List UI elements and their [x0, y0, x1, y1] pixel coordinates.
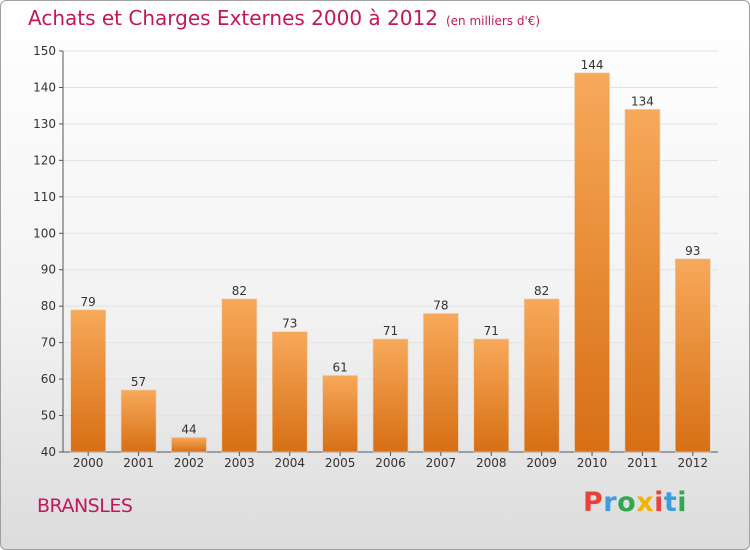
y-tick-label: 150	[33, 44, 56, 58]
bar	[574, 72, 610, 453]
y-tick-label: 50	[41, 409, 56, 423]
bar	[70, 309, 106, 453]
y-tick-label: 40	[41, 445, 56, 459]
y-tick-label: 70	[41, 336, 56, 350]
bar	[271, 331, 308, 453]
bar-value-label: 134	[631, 94, 654, 108]
x-tick-label: 2007	[426, 456, 457, 470]
bar-value-label: 73	[282, 317, 297, 331]
y-tick-label: 130	[33, 117, 56, 131]
bar	[120, 389, 157, 453]
logo-letter: r	[603, 487, 618, 518]
x-tick-label: 2005	[325, 456, 356, 470]
logo-letter: o	[617, 487, 637, 518]
chart-title-text: Achats et Charges Externes 2000 à 2012	[28, 6, 438, 30]
logo-letter: x	[636, 487, 655, 518]
bar-value-label: 79	[81, 295, 96, 309]
bar	[675, 258, 711, 453]
bar	[322, 375, 358, 453]
logo-letter: P	[583, 487, 604, 518]
y-tick-label: 90	[41, 263, 56, 277]
x-tick-label: 2008	[476, 456, 507, 470]
y-tick-label: 80	[41, 299, 56, 313]
bar-value-label: 78	[433, 298, 448, 312]
bar	[171, 437, 207, 453]
bar	[423, 313, 459, 453]
chart-title: Achats et Charges Externes 2000 à 2012 (e…	[28, 6, 540, 30]
logo-letter: t	[663, 487, 678, 518]
y-tick-label: 120	[33, 153, 56, 167]
bar-value-label: 57	[131, 375, 146, 389]
bar-value-label: 144	[581, 58, 604, 72]
x-tick-label: 2004	[274, 456, 305, 470]
bar	[221, 298, 258, 453]
bar	[523, 298, 560, 453]
y-tick-label: 140	[33, 80, 56, 94]
x-tick-label: 2012	[678, 456, 709, 470]
bar-value-label: 61	[332, 360, 347, 374]
y-tick-label: 100	[33, 226, 56, 240]
logo-letter: i	[654, 487, 664, 518]
x-tick-label: 2000	[73, 456, 104, 470]
x-tick-label: 2002	[174, 456, 205, 470]
proxiti-logo: Proxiti	[583, 487, 687, 518]
logo-letter: i	[677, 487, 688, 518]
bar-value-label: 82	[534, 284, 549, 298]
chart-subtitle: (en milliers d'€)	[445, 14, 541, 28]
bar-value-label: 93	[685, 244, 700, 258]
bar	[624, 109, 661, 453]
city-name: BRANSLES	[37, 495, 133, 517]
x-tick-label: 2003	[224, 456, 255, 470]
x-tick-label: 2001	[123, 456, 154, 470]
bar-value-label: 71	[383, 324, 398, 338]
bar-value-label: 82	[232, 284, 247, 298]
bar-value-label: 71	[484, 324, 499, 338]
x-tick-label: 2006	[375, 456, 406, 470]
x-tick-label: 2009	[526, 456, 557, 470]
bar	[473, 338, 510, 453]
y-tick-label: 60	[41, 372, 56, 386]
bar	[372, 338, 409, 453]
x-tick-label: 2010	[577, 456, 608, 470]
y-tick-label: 110	[33, 190, 56, 204]
x-tick-label: 2011	[627, 456, 658, 470]
bar-value-label: 44	[181, 422, 196, 436]
